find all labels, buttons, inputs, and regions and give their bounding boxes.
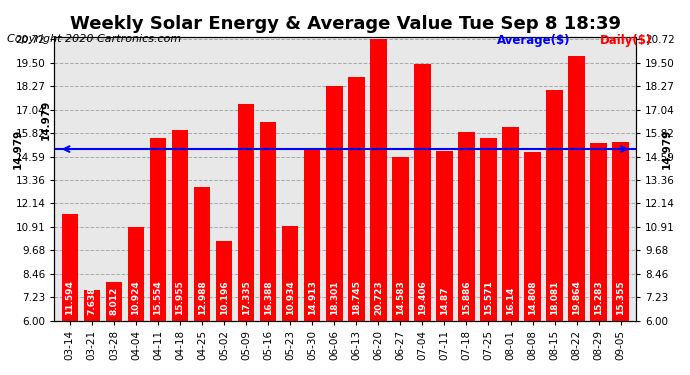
Bar (348, 77, 364, 375)
Bar (216, 241, 233, 375)
Bar (414, 64, 431, 375)
Bar (436, 151, 453, 375)
Text: 7.638: 7.638 (88, 286, 97, 315)
Bar (569, 56, 585, 375)
Text: 15.283: 15.283 (594, 280, 603, 315)
Text: 15.886: 15.886 (462, 280, 471, 315)
Bar (480, 138, 497, 375)
Bar (370, 39, 386, 375)
Text: 18.081: 18.081 (550, 280, 559, 315)
Text: 17.335: 17.335 (241, 280, 250, 315)
Text: 20.723: 20.723 (374, 280, 383, 315)
Bar (458, 132, 475, 375)
Bar (546, 90, 563, 375)
Bar (260, 122, 277, 375)
Text: Daily($): Daily($) (600, 34, 653, 47)
Bar (83, 290, 100, 375)
Text: 14.913: 14.913 (308, 280, 317, 315)
Text: 16.388: 16.388 (264, 280, 273, 315)
Bar (613, 142, 629, 375)
Text: 15.554: 15.554 (153, 280, 162, 315)
Text: Copyright 2020 Cartronics.com: Copyright 2020 Cartronics.com (7, 34, 181, 44)
Text: Average($): Average($) (497, 34, 571, 47)
Bar (392, 157, 408, 375)
Bar (502, 127, 519, 375)
Bar (61, 214, 78, 375)
Text: 10.196: 10.196 (219, 280, 228, 315)
Text: 15.355: 15.355 (616, 280, 625, 315)
Text: 14.87: 14.87 (440, 286, 449, 315)
Text: 15.571: 15.571 (484, 280, 493, 315)
Bar (238, 104, 255, 375)
Text: 15.955: 15.955 (175, 280, 184, 315)
Text: 8.012: 8.012 (110, 287, 119, 315)
Text: 14.979: 14.979 (12, 129, 22, 169)
Text: 14.583: 14.583 (396, 280, 405, 315)
Text: 10.934: 10.934 (286, 280, 295, 315)
Bar (172, 130, 188, 375)
Text: 14.979: 14.979 (41, 99, 50, 140)
Text: 19.864: 19.864 (572, 280, 581, 315)
Text: 19.406: 19.406 (418, 280, 427, 315)
Text: 18.301: 18.301 (330, 280, 339, 315)
Text: 16.14: 16.14 (506, 286, 515, 315)
Bar (304, 150, 320, 375)
Title: Weekly Solar Energy & Average Value Tue Sep 8 18:39: Weekly Solar Energy & Average Value Tue … (70, 15, 621, 33)
Text: 18.745: 18.745 (352, 280, 361, 315)
Bar (194, 187, 210, 375)
Bar (326, 86, 342, 375)
Text: 14.808: 14.808 (528, 280, 537, 315)
Text: 11.594: 11.594 (66, 280, 75, 315)
Text: 14.979: 14.979 (662, 129, 672, 169)
Bar (150, 138, 166, 375)
Bar (524, 152, 541, 375)
Text: 10.924: 10.924 (131, 280, 141, 315)
Text: 12.988: 12.988 (197, 280, 206, 315)
Bar (106, 282, 122, 375)
Bar (282, 226, 299, 375)
Bar (128, 226, 144, 375)
Bar (591, 143, 607, 375)
